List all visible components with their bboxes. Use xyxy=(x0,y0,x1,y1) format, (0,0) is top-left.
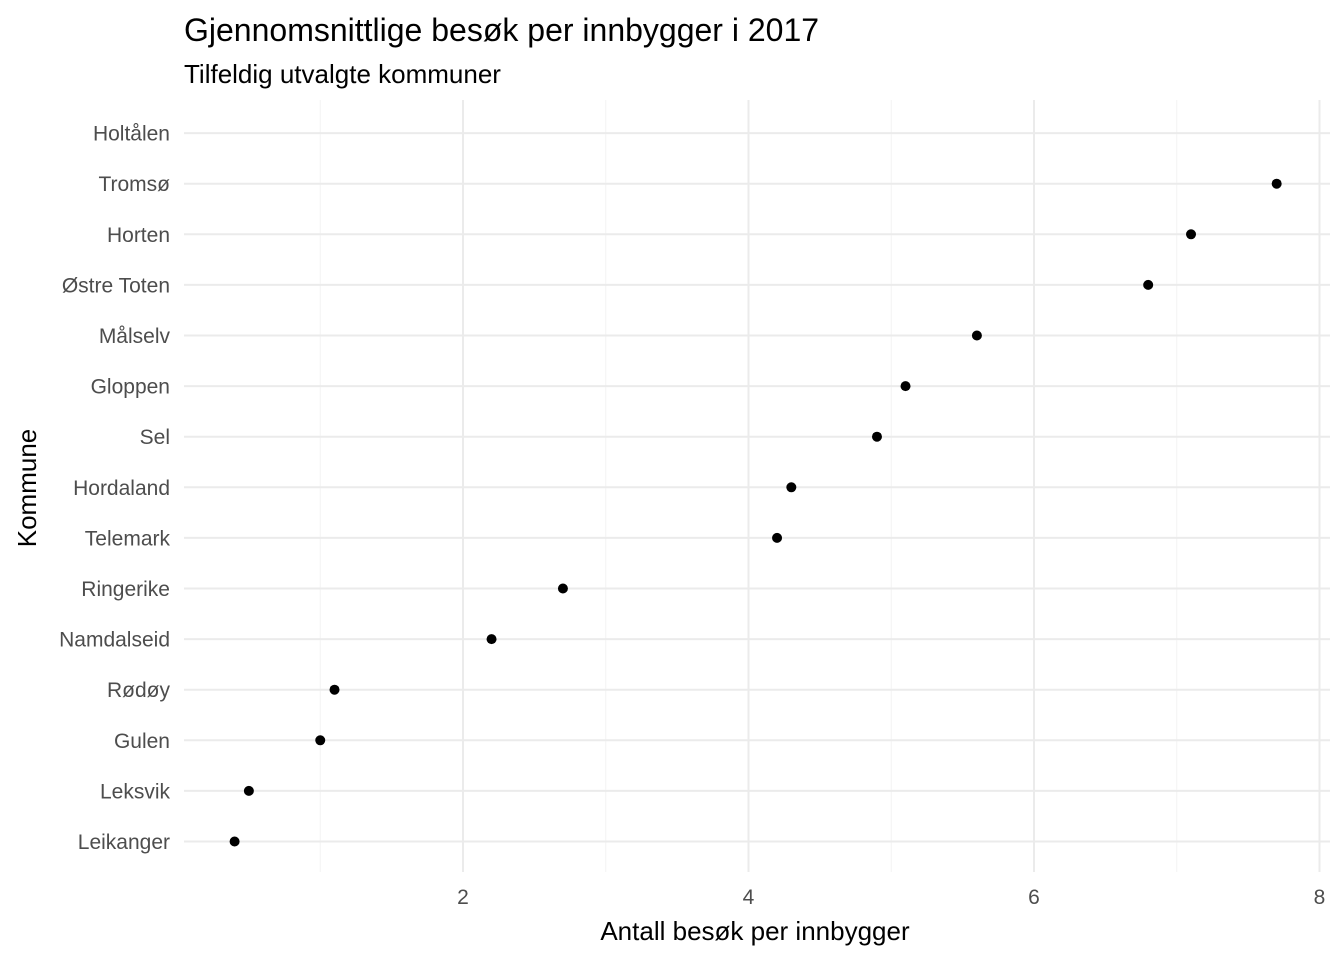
y-tick-label: Rødøy xyxy=(107,679,171,702)
y-tick-label: Leikanger xyxy=(78,831,170,854)
data-point xyxy=(329,684,340,695)
x-axis-title: Antall besøk per innbygger xyxy=(600,916,910,946)
data-point xyxy=(871,431,882,442)
data-point xyxy=(1186,229,1197,240)
data-point xyxy=(315,735,326,746)
data-point xyxy=(772,532,783,543)
x-tick-label: 4 xyxy=(743,886,755,909)
x-axis-ticks: 2 4 6 8 xyxy=(457,886,1325,909)
y-tick-label: Hordaland xyxy=(73,477,170,500)
data-point xyxy=(900,381,911,392)
y-tick-label: Gloppen xyxy=(91,376,170,399)
chart-subtitle: Tilfeldig utvalgte kommuner xyxy=(184,59,501,89)
data-point xyxy=(786,482,797,493)
data-point xyxy=(557,583,568,594)
y-tick-label: Telemark xyxy=(85,527,171,550)
x-tick-label: 2 xyxy=(457,886,469,909)
x-tick-label: 8 xyxy=(1314,886,1326,909)
chart-title: Gjennomsnittlige besøk per innbygger i 2… xyxy=(184,12,819,48)
y-tick-label: Holtålen xyxy=(93,123,170,146)
data-point xyxy=(971,330,982,341)
y-tick-label: Namdalseid xyxy=(59,629,170,652)
data-point xyxy=(1271,178,1282,189)
y-axis-ticks: Leikanger Leksvik Gulen Rødøy Namdalseid Ring… xyxy=(59,123,170,854)
data-points xyxy=(229,178,1282,847)
grid xyxy=(184,100,1330,872)
data-point xyxy=(243,785,254,796)
data-point xyxy=(1143,279,1154,290)
y-tick-label: Gulen xyxy=(114,730,170,753)
y-tick-label: Leksvik xyxy=(100,780,171,803)
y-axis-title: Kommune xyxy=(12,429,42,548)
data-point xyxy=(486,634,497,645)
y-tick-label: Østre Toten xyxy=(62,274,170,297)
y-tick-label: Tromsø xyxy=(98,173,170,196)
x-tick-label: 6 xyxy=(1028,886,1040,909)
data-point xyxy=(229,836,240,847)
y-tick-label: Ringerike xyxy=(81,578,170,601)
y-tick-label: Sel xyxy=(140,426,170,449)
y-tick-label: Målselv xyxy=(99,325,171,348)
y-tick-label: Horten xyxy=(107,224,170,247)
